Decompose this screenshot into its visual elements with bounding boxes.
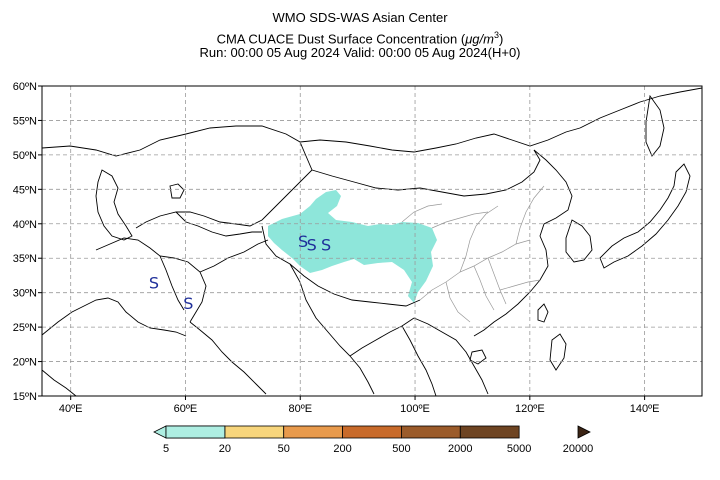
colorbar-label: 5000 [507, 443, 531, 455]
colorbar-label: 5 [163, 443, 169, 455]
colorbar-label: 500 [392, 443, 410, 455]
lat-tick-label: 45ºN [13, 184, 37, 196]
lat-tick-label: 60ºN [13, 81, 37, 93]
lat-tick-label: 55ºN [13, 115, 37, 127]
colorbar-label: 20000 [563, 443, 594, 455]
colorbar-label: 20 [219, 443, 231, 455]
lat-tick-label: 15ºN [13, 391, 37, 403]
lat-tick-label: 25ºN [13, 322, 37, 334]
dust-storm-marker: S [321, 235, 331, 254]
colorbar-segment [401, 425, 461, 439]
colorbar-segment [224, 425, 285, 439]
colorbar-segment [342, 425, 402, 439]
colorbar-segment [283, 425, 343, 439]
title-line-2: CMA CUACE Dust Surface Concentration (μg… [0, 27, 720, 47]
lon-tick-label: 140ºE [630, 403, 660, 415]
lat-tick-label: 30ºN [13, 288, 37, 300]
colorbar: 5 20 50 200 500 2000 5000 20000 [153, 425, 594, 455]
colorbar-label: 200 [333, 443, 351, 455]
country-boundaries [42, 87, 702, 396]
colorbar-label: 2000 [448, 443, 472, 455]
lon-tick-label: 100ºE [400, 403, 430, 415]
lon-tick-label: 60ºE [174, 403, 198, 415]
colorbar-min-arrow [153, 425, 167, 439]
dust-storm-marker: S [298, 232, 308, 251]
lon-tick-label: 40ºE [59, 403, 83, 415]
dust-concentration-field [268, 190, 437, 303]
colorbar-label: 50 [278, 443, 290, 455]
dust-storm-marker: S [149, 273, 159, 292]
lat-tick-label: 35ºN [13, 253, 37, 265]
title-unit: μg/m [465, 31, 494, 47]
lon-tick-label: 120ºE [515, 403, 545, 415]
colorbar-segment [459, 425, 520, 439]
title-unit-exponent: 3 [493, 30, 499, 40]
lat-tick-label: 50ºN [13, 150, 37, 162]
colorbar-segment [165, 425, 226, 439]
colorbar-max-arrow [577, 425, 591, 439]
title-line-1: WMO SDS-WAS Asian Center [272, 10, 448, 25]
dust-storm-marker: S [183, 294, 193, 313]
map-frame [41, 85, 703, 397]
axis-labels: 60ºN 55ºN 50ºN 45ºN 40ºN 35ºN 30ºN 25ºN 20ºN 15ºN… [13, 81, 660, 415]
dust-core-west [274, 227, 292, 240]
province-boundaries [401, 185, 545, 323]
title-line-3: Run: 00:00 05 Aug 2024 Valid: 00:00 05 A… [199, 45, 521, 60]
dust-plume-tarim [268, 190, 437, 303]
lat-tick-label: 20ºN [13, 357, 37, 369]
dust-storm-marker: S [307, 235, 317, 254]
title-unit-close: ) [499, 31, 504, 47]
lat-tick-label: 40ºN [13, 219, 37, 231]
lon-tick-label: 80ºE [288, 403, 312, 415]
title-product: CMA CUACE Dust Surface Concentration ( [216, 31, 466, 47]
